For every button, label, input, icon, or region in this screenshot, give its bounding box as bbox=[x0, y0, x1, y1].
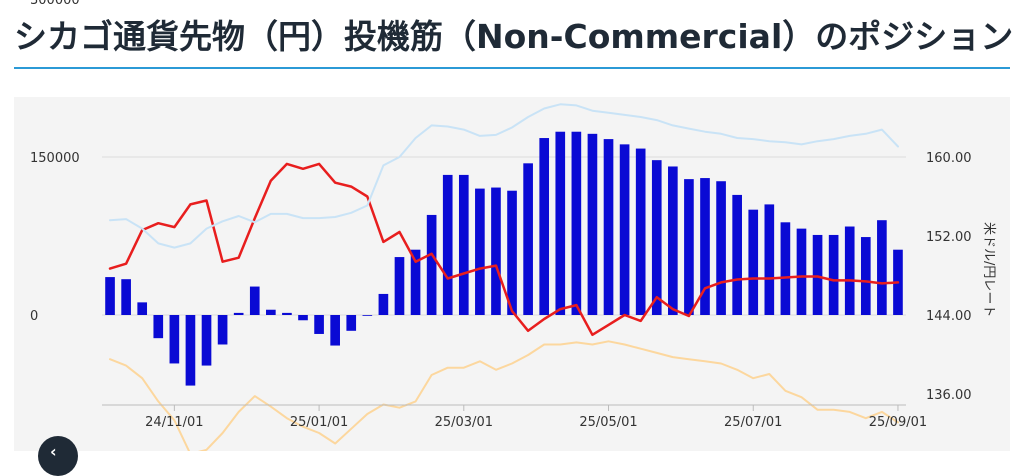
right-tick-label: 136.00 bbox=[926, 388, 972, 403]
position-bar bbox=[378, 293, 389, 315]
position-bar bbox=[314, 315, 324, 334]
position-bar bbox=[330, 315, 340, 346]
net-position-bars bbox=[105, 131, 903, 386]
right-tick-label: 152.00 bbox=[926, 230, 972, 245]
position-bar bbox=[266, 309, 276, 315]
x-tick-label: 25/07/01 bbox=[724, 415, 782, 430]
right-tick-label: 160.00 bbox=[926, 151, 972, 166]
position-bar bbox=[410, 249, 421, 315]
axes bbox=[102, 404, 906, 411]
position-bar bbox=[507, 190, 517, 315]
x-tick-label: 25/09/01 bbox=[869, 415, 927, 430]
x-tick-label: 25/03/01 bbox=[435, 415, 493, 430]
position-bar bbox=[426, 214, 437, 315]
position-bar bbox=[844, 226, 855, 315]
position-bar bbox=[555, 131, 566, 315]
position-bar bbox=[201, 315, 212, 366]
position-bar bbox=[121, 279, 131, 315]
position-bar bbox=[153, 315, 164, 339]
page-title: シカゴ通貨先物（円）投機筋（Non-Commercial）のポジション bbox=[14, 17, 1014, 56]
position-bar bbox=[346, 315, 357, 331]
position-bar bbox=[748, 209, 759, 315]
position-bar bbox=[603, 139, 614, 315]
left-tick-label: 150000 bbox=[30, 151, 80, 166]
position-bar bbox=[668, 166, 678, 315]
position-bar bbox=[796, 228, 807, 315]
right-axis-title: 米ドル/円レート bbox=[981, 222, 996, 317]
scroll-left-button[interactable]: ‹ bbox=[38, 436, 78, 476]
position-bar bbox=[571, 131, 582, 315]
position-bar bbox=[442, 174, 453, 315]
position-bar bbox=[394, 257, 405, 315]
series-lines bbox=[108, 103, 900, 451]
position-bar bbox=[700, 178, 710, 315]
long-position-line bbox=[109, 103, 899, 249]
chevron-left-icon: ‹ bbox=[50, 442, 57, 461]
position-bar bbox=[877, 220, 887, 315]
x-tick-label: 25/01/01 bbox=[290, 415, 348, 430]
usdjpy-rate-line bbox=[108, 162, 900, 337]
position-bar bbox=[828, 234, 839, 315]
position-bar bbox=[458, 174, 469, 315]
position-bar bbox=[249, 286, 260, 315]
position-bar bbox=[169, 315, 180, 364]
position-bar bbox=[137, 302, 148, 315]
position-bar bbox=[523, 163, 533, 315]
position-bar bbox=[812, 234, 823, 315]
title-underline bbox=[14, 67, 1010, 69]
position-bar bbox=[619, 144, 630, 315]
x-tick-label: 24/11/01 bbox=[145, 415, 203, 430]
tick-labels: 3000001500000-150000160.00152.00144.0013… bbox=[30, 0, 996, 430]
position-bar bbox=[651, 160, 662, 315]
position-bar bbox=[764, 204, 775, 315]
position-bar bbox=[684, 179, 694, 315]
position-bar bbox=[539, 138, 550, 315]
position-bar bbox=[635, 148, 646, 315]
position-bar bbox=[732, 194, 742, 315]
position-bar bbox=[298, 315, 308, 321]
position-bar bbox=[587, 133, 598, 315]
position-bar bbox=[282, 312, 292, 315]
short-position-line bbox=[109, 340, 899, 451]
position-bar bbox=[860, 237, 871, 315]
position-bar bbox=[491, 187, 501, 315]
position-bar bbox=[362, 315, 373, 316]
right-tick-label: 144.00 bbox=[926, 309, 972, 324]
position-bar bbox=[105, 277, 115, 315]
position-bar bbox=[233, 312, 244, 315]
position-bar bbox=[475, 188, 485, 315]
left-tick-label: 300000 bbox=[30, 0, 80, 8]
position-bar bbox=[716, 181, 726, 315]
x-tick-label: 25/05/01 bbox=[579, 415, 637, 430]
left-tick-label: 0 bbox=[30, 309, 38, 324]
position-bar bbox=[780, 222, 791, 315]
position-chart: 3000001500000-150000160.00152.00144.0013… bbox=[30, 0, 996, 451]
position-bar bbox=[185, 315, 196, 386]
position-bar bbox=[217, 315, 228, 345]
